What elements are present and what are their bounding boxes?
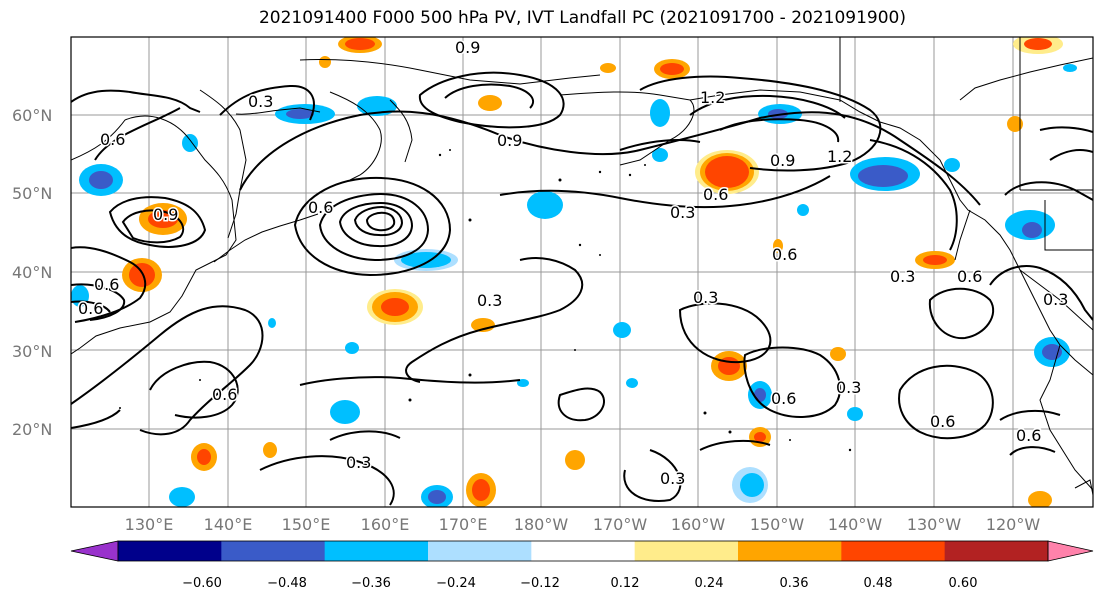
contour-label: 0.9: [497, 131, 522, 150]
latitude-labels: 60°N 50°N 40°N 30°N 20°N: [12, 106, 52, 439]
negative-anomaly-patches: [71, 64, 1077, 507]
lon-label: 160°E: [361, 515, 410, 534]
lon-label: 150°W: [750, 515, 805, 534]
lat-label: 50°N: [12, 184, 52, 203]
lon-label: 130°W: [907, 515, 962, 534]
contour-label: 0.3: [1043, 290, 1068, 309]
islands: [119, 149, 852, 452]
colorbar-bin: [738, 541, 842, 561]
colorbar-extend-min: [70, 540, 119, 562]
colorbar-bin: [428, 541, 532, 561]
colorbar-tick-label: −0.48: [267, 576, 307, 591]
map-plot-area: [71, 37, 1093, 507]
lat-label: 40°N: [12, 263, 52, 282]
colorbar-bin: [634, 541, 739, 561]
contour-label: 0.3: [477, 291, 502, 310]
colorbar-bin: [221, 541, 326, 561]
lon-label: 170°E: [439, 515, 488, 534]
colorbar-bin: [944, 541, 1049, 561]
lon-label: 180°W: [514, 515, 569, 534]
positive-anomaly-patches: [122, 37, 1063, 507]
pv-contours: [71, 71, 1093, 506]
lat-label: 60°N: [12, 106, 52, 125]
contour-label: 0.3: [660, 469, 685, 488]
colorbar-bin: [118, 541, 222, 561]
colorbar-tick-label: −0.36: [351, 576, 391, 591]
coastlines: [71, 37, 1093, 496]
map-title: 2021091400 F000 500 hPa PV, IVT Landfall…: [258, 8, 906, 28]
lon-label: 150°E: [282, 515, 331, 534]
contour-label: 0.3: [670, 203, 695, 222]
lon-label: 160°W: [671, 515, 726, 534]
longitude-labels: 130°E 140°E 150°E 160°E 170°E 180°W 170°…: [125, 515, 1041, 534]
lon-label: 140°W: [828, 515, 883, 534]
colorbar: [70, 540, 1094, 562]
contour-label: 0.3: [248, 92, 273, 111]
contour-labels: 0.9 0.6 0.3 0.9 1.2 0.9 0.6 0.9 1.2 0.6 …: [77, 37, 1070, 490]
colorbar-bin: [324, 541, 429, 561]
colorbar-tick-label: 0.36: [780, 576, 809, 591]
contour-label: 0.3: [890, 267, 915, 286]
contour-label: 0.6: [94, 275, 119, 294]
contour-label: 0.6: [1016, 426, 1041, 445]
colorbar-tick-labels: −0.60 −0.48 −0.36 −0.24 −0.12 0.12 0.24 …: [182, 576, 977, 591]
colorbar-tick-label: −0.24: [436, 576, 476, 591]
colorbar-bin: [841, 541, 946, 561]
contour-label: 1.2: [700, 88, 725, 107]
lon-label: 130°E: [125, 515, 174, 534]
lon-label: 120°W: [986, 515, 1041, 534]
contour-label: 0.6: [930, 412, 955, 431]
contour-label: 0.3: [693, 288, 718, 307]
gridlines: [71, 37, 1093, 507]
contour-label: 0.6: [212, 385, 237, 404]
contour-label: 0.9: [455, 38, 480, 57]
contour-label: 0.6: [772, 245, 797, 264]
contour-label: 0.3: [836, 378, 861, 397]
lon-label: 140°E: [204, 515, 253, 534]
colorbar-tick-label: 0.24: [695, 576, 724, 591]
contour-label: 0.3: [346, 453, 371, 472]
lon-label: 170°W: [593, 515, 648, 534]
colorbar-bin: [531, 541, 636, 561]
colorbar-extend-max: [1047, 540, 1094, 562]
colorbar-tick-label: 0.60: [949, 576, 978, 591]
contour-label: 0.9: [153, 205, 178, 224]
contour-label: 0.9: [770, 151, 795, 170]
contour-label: 0.6: [771, 389, 796, 408]
contour-label: 0.6: [703, 185, 728, 204]
colorbar-tick-label: −0.12: [520, 576, 560, 591]
lat-label: 20°N: [12, 420, 52, 439]
contour-label: 0.6: [78, 299, 103, 318]
contour-label: 0.6: [100, 130, 125, 149]
colorbar-tick-label: −0.60: [182, 576, 222, 591]
colorbar-frame: [117, 540, 1049, 562]
map-frame: [70, 36, 1094, 508]
colorbar-tick-label: 0.12: [611, 576, 640, 591]
lat-label: 30°N: [12, 342, 52, 361]
contour-label: 0.6: [308, 198, 333, 217]
contour-label: 1.2: [827, 147, 852, 166]
contour-label: 0.6: [957, 267, 982, 286]
colorbar-tick-label: 0.48: [864, 576, 893, 591]
